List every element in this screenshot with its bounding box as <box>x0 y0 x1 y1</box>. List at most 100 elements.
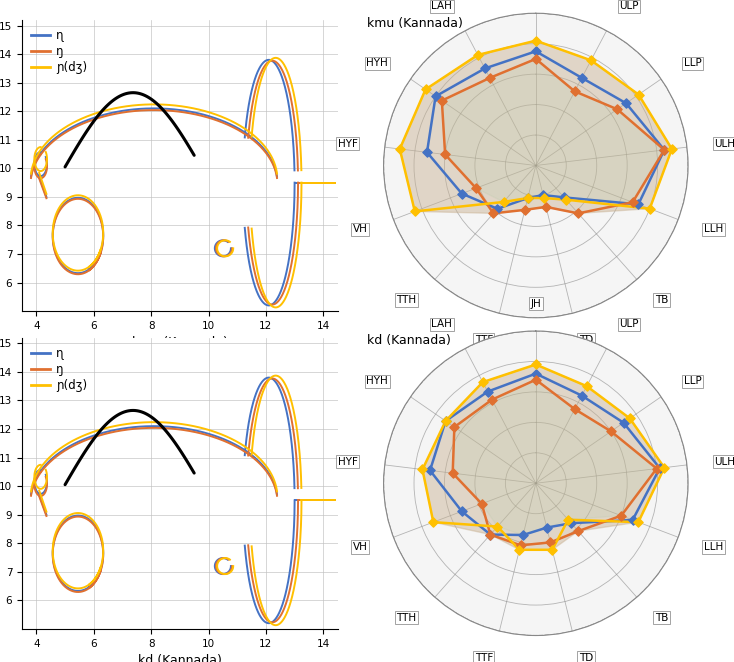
Text: TD: TD <box>579 335 593 345</box>
Text: LLH: LLH <box>704 224 723 234</box>
Text: LLH: LLH <box>704 542 723 552</box>
Point <box>487 208 499 218</box>
Point <box>515 540 526 551</box>
Point <box>530 359 542 370</box>
Point <box>620 98 632 109</box>
Point <box>477 377 489 387</box>
Point <box>576 391 588 401</box>
Point <box>498 197 509 207</box>
Text: ULP: ULP <box>619 319 639 329</box>
Point <box>545 537 556 547</box>
Point <box>424 465 436 476</box>
Point <box>541 522 553 533</box>
Point <box>666 144 677 154</box>
Point <box>421 147 433 158</box>
Legend: ɳ, ŋ, ɲ(dʒ): ɳ, ŋ, ɲ(dʒ) <box>28 344 91 395</box>
Text: VH: VH <box>353 542 368 552</box>
Point <box>562 514 574 525</box>
Point <box>530 375 542 385</box>
Point <box>585 55 597 66</box>
Point <box>517 530 529 540</box>
Point <box>627 514 639 525</box>
Text: ULP: ULP <box>619 1 639 11</box>
Point <box>482 387 493 397</box>
Point <box>565 518 577 528</box>
Point <box>456 506 468 516</box>
Point <box>654 463 666 473</box>
Point <box>492 203 504 214</box>
Point <box>573 526 584 536</box>
Text: HYF: HYF <box>338 139 357 149</box>
Point <box>633 89 644 100</box>
Legend: ɳ, ŋ, ɲ(dʒ): ɳ, ŋ, ɲ(dʒ) <box>28 26 91 77</box>
Point <box>484 529 496 540</box>
Point <box>447 468 459 479</box>
Point <box>651 463 663 474</box>
Point <box>560 195 572 205</box>
Point <box>627 197 639 207</box>
Text: TTH: TTH <box>396 295 417 305</box>
Polygon shape <box>400 40 672 213</box>
Text: HYH: HYH <box>366 376 388 386</box>
Point <box>569 86 581 97</box>
Point <box>633 517 644 528</box>
X-axis label: kmu (Kannada): kmu (Kannada) <box>132 336 228 350</box>
Text: HYF: HYF <box>338 457 357 467</box>
Point <box>456 188 468 199</box>
Point <box>522 193 534 203</box>
Point <box>522 193 534 203</box>
Text: LAH: LAH <box>432 319 452 329</box>
Point <box>658 144 670 155</box>
Point <box>530 46 542 57</box>
Point <box>576 73 588 83</box>
Point <box>644 203 655 214</box>
Point <box>484 529 496 540</box>
Point <box>538 193 550 203</box>
Text: LAH: LAH <box>432 1 452 11</box>
Point <box>429 91 441 101</box>
Point <box>540 202 552 213</box>
Point <box>476 498 487 509</box>
Text: TTF: TTF <box>475 653 493 662</box>
Text: JH: JH <box>531 299 541 308</box>
Point <box>569 404 581 414</box>
Polygon shape <box>423 365 664 549</box>
Point <box>394 144 406 154</box>
Point <box>440 416 451 426</box>
Point <box>479 63 491 73</box>
Point <box>470 183 482 193</box>
Text: ULH: ULH <box>714 139 734 149</box>
Point <box>658 462 670 473</box>
Point <box>514 544 526 555</box>
Point <box>492 521 504 532</box>
Point <box>537 190 549 201</box>
Point <box>530 54 542 64</box>
Text: TTF: TTF <box>475 335 493 345</box>
Point <box>420 84 432 95</box>
Text: TTH: TTH <box>396 613 417 623</box>
Point <box>486 395 498 405</box>
Point <box>618 418 630 428</box>
Point <box>530 35 542 46</box>
Polygon shape <box>453 380 657 535</box>
Point <box>615 510 627 521</box>
Point <box>633 199 644 210</box>
Text: HYH: HYH <box>366 58 388 68</box>
Point <box>546 544 558 555</box>
Text: TD: TD <box>579 653 593 662</box>
Point <box>409 206 421 216</box>
Text: TB: TB <box>655 295 669 305</box>
Point <box>472 50 484 60</box>
Polygon shape <box>442 59 664 202</box>
Point <box>436 95 448 106</box>
Point <box>440 416 451 426</box>
Point <box>427 517 439 528</box>
Text: LLP: LLP <box>683 376 702 386</box>
Point <box>417 464 429 475</box>
Point <box>658 144 670 155</box>
Point <box>439 149 451 160</box>
Point <box>573 208 584 218</box>
Text: TB: TB <box>655 613 669 623</box>
Text: VH: VH <box>353 224 368 234</box>
Point <box>448 422 460 432</box>
